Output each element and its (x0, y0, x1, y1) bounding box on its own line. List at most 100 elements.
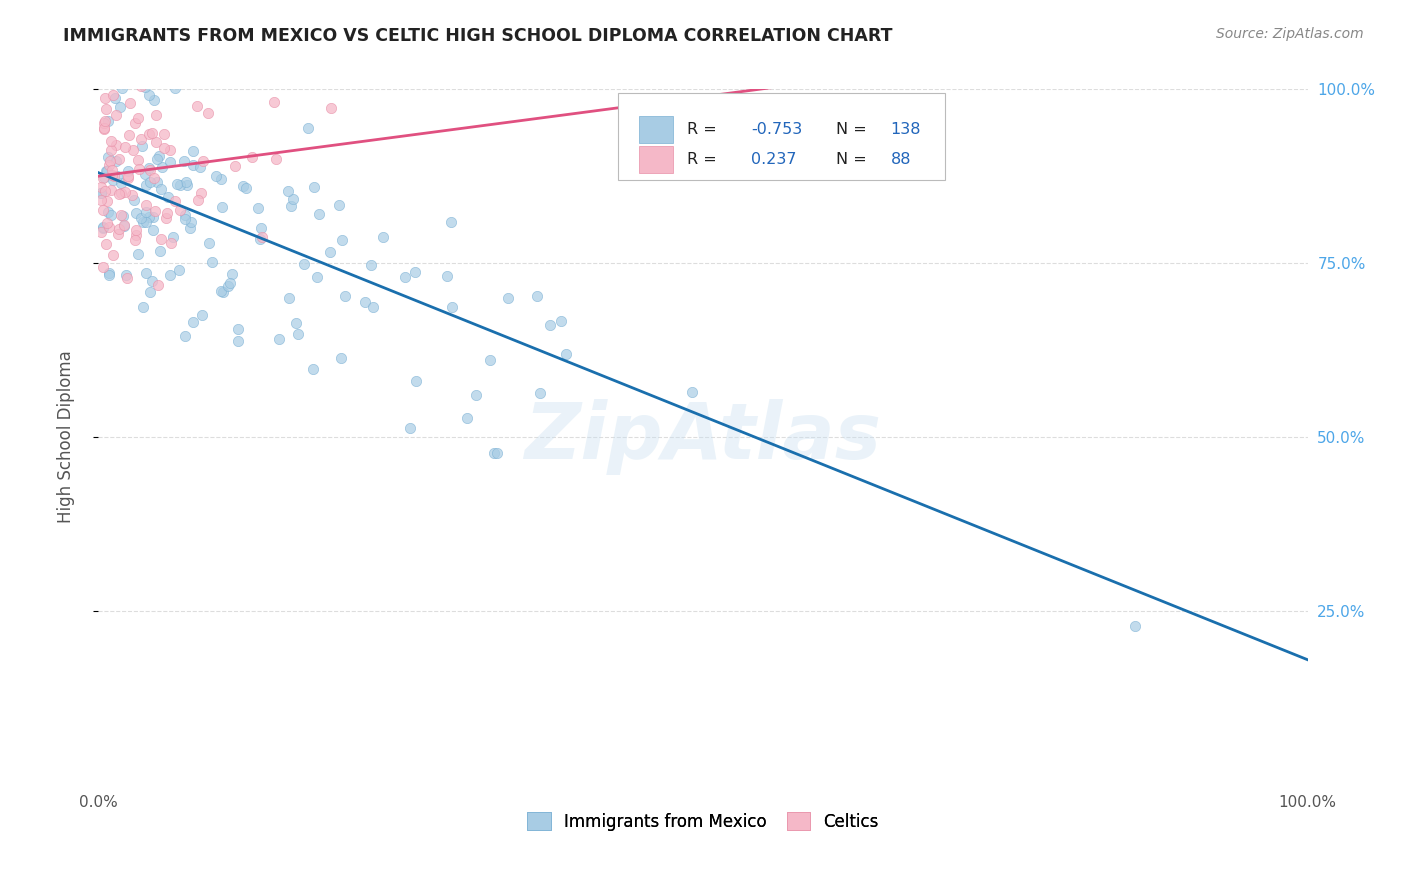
Point (226, 334, 249, 348)
Point (211, 285, 233, 299)
Text: N =: N = (837, 122, 866, 137)
Point (166, 177, 188, 191)
Point (94, 237, 117, 252)
Point (1123, 619, 1146, 633)
Point (114, 140, 136, 154)
Point (93, 116, 115, 130)
Point (198, 235, 221, 250)
Point (101, 248, 124, 262)
Point (117, 169, 139, 184)
Point (221, 268, 243, 282)
Point (173, 212, 195, 227)
Point (94, 103, 117, 117)
Point (117, 163, 139, 178)
Point (186, 99, 208, 113)
Point (149, 244, 172, 258)
Point (139, 175, 162, 189)
Point (117, 171, 139, 186)
Point (304, 180, 326, 194)
Point (129, 131, 152, 145)
Point (96, 164, 118, 178)
Text: 138: 138 (890, 122, 921, 137)
Point (176, 178, 198, 192)
Point (97, 268, 120, 282)
Point (110, 208, 132, 222)
Point (96, 164, 118, 178)
Point (284, 316, 307, 330)
Point (153, 127, 176, 141)
Point (373, 230, 395, 244)
Point (127, 112, 149, 126)
Point (146, 278, 169, 293)
Point (319, 102, 342, 116)
Point (121, 188, 143, 202)
Point (277, 184, 299, 198)
Point (264, 152, 287, 166)
Point (277, 291, 299, 305)
Point (163, 81, 186, 95)
Point (90, 186, 112, 200)
Point (105, 137, 128, 152)
Point (405, 374, 427, 388)
Point (173, 153, 195, 168)
Point (193, 153, 215, 168)
Point (93, 122, 115, 136)
Text: Source: ZipAtlas.com: Source: ZipAtlas.com (1216, 27, 1364, 41)
FancyBboxPatch shape (638, 145, 673, 173)
Point (190, 308, 212, 322)
Point (114, 185, 136, 199)
Point (101, 162, 124, 177)
Point (129, 211, 152, 226)
Point (146, 175, 169, 189)
Point (112, 218, 135, 232)
Point (97, 205, 120, 219)
Point (148, 149, 170, 163)
Point (142, 93, 165, 107)
Point (456, 411, 478, 425)
Point (287, 326, 309, 341)
Point (139, 285, 162, 300)
Point (98, 158, 121, 172)
Point (162, 229, 184, 244)
Point (538, 318, 561, 332)
Point (90, 226, 112, 240)
Point (146, 152, 169, 166)
Point (141, 274, 163, 288)
Point (354, 295, 377, 310)
Point (217, 279, 239, 293)
Point (297, 120, 319, 135)
Point (93, 120, 115, 135)
Point (150, 232, 173, 246)
Point (440, 215, 463, 229)
Point (150, 66, 173, 80)
Y-axis label: High School Diploma: High School Diploma (56, 351, 75, 524)
Point (464, 388, 486, 402)
Point (204, 169, 226, 183)
Point (125, 223, 148, 237)
Point (482, 446, 505, 460)
Point (142, 222, 165, 236)
Point (125, 228, 148, 243)
Point (360, 258, 382, 272)
Point (90, 180, 112, 194)
Point (135, 205, 157, 219)
Point (179, 221, 201, 235)
Point (107, 227, 129, 241)
Point (134, 80, 156, 95)
Point (250, 221, 273, 235)
Point (280, 199, 302, 213)
Point (404, 265, 426, 279)
Point (224, 159, 246, 173)
Point (93, 113, 115, 128)
Point (139, 163, 162, 178)
Point (153, 140, 176, 154)
Point (129, 78, 152, 93)
Point (181, 144, 204, 158)
Point (157, 189, 180, 203)
Point (105, 169, 128, 184)
Point (105, 154, 128, 169)
Point (111, 62, 134, 76)
Point (188, 160, 211, 174)
Point (156, 205, 179, 219)
Point (96, 68, 118, 82)
